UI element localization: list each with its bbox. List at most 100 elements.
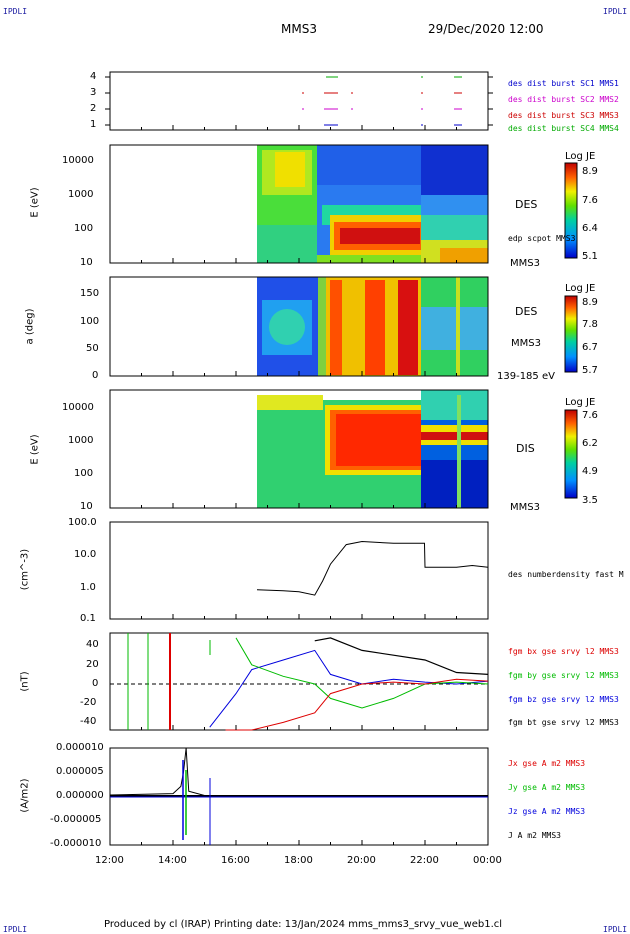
x-tick-label: 20:00 — [347, 855, 376, 866]
density-ytick: 100.0 — [68, 517, 97, 528]
x-tick-label: 14:00 — [158, 855, 187, 866]
bfield-label-by: fgm by gse srvy l2 MMS3 — [508, 671, 619, 680]
dis-energy-ylabel: E (eV) — [29, 434, 41, 465]
corner-label-br: IPDLI — [603, 925, 628, 934]
bfield-ytick: 40 — [86, 639, 99, 650]
dis-energy-cb-tick: 6.2 — [582, 438, 598, 449]
j-series-line — [109, 747, 488, 796]
dis-energy-ytick: 100 — [74, 468, 94, 479]
dis-energy-cb-tick: 3.5 — [582, 495, 598, 506]
dis-energy-ytick: 1000 — [68, 435, 94, 446]
des-pitch-label: DES — [515, 305, 538, 318]
des-pitch-cb-tick: 8.9 — [582, 297, 598, 308]
des-pitch-spectrogram — [257, 277, 488, 376]
density-ytick: 1.0 — [80, 582, 96, 593]
dis-energy-cb-tick: 4.9 — [582, 466, 598, 477]
des-pitch-ylabel: a (deg) — [24, 308, 36, 345]
dis-energy-ytick: 10000 — [62, 402, 94, 413]
des-pitch-ytick: 100 — [80, 316, 100, 327]
by-series-line — [235, 637, 489, 709]
burst-marks — [302, 76, 462, 126]
burst-label-sc3: des dist burst SC3 MMS3 — [508, 111, 619, 120]
des-energy-cb-title: Log JE — [565, 151, 596, 162]
panel-burst — [105, 71, 493, 131]
corner-label-bl: IPDLI — [3, 925, 28, 934]
bfield-ytick: -20 — [80, 697, 97, 708]
burst-label-sc1: des dist burst SC1 MMS1 — [508, 79, 619, 88]
x-tick-label: 18:00 — [284, 855, 313, 866]
des-energy-label: DES — [515, 198, 538, 211]
bfield-label-bx: fgm bx gse srvy l2 MMS3 — [508, 647, 619, 656]
des-energy-cb-tick: 5.1 — [582, 251, 598, 262]
current-ytick: -0.000005 — [50, 814, 102, 825]
dis-energy-ytick: 10 — [80, 501, 93, 512]
bfield-ylabel: (nT) — [19, 671, 31, 692]
burst-ytick: 4 — [90, 71, 97, 82]
x-tick-label: 16:00 — [221, 855, 250, 866]
dis-energy-spectrogram — [257, 390, 488, 508]
density-frame — [109, 521, 489, 620]
des-energy-cb-tick: 6.4 — [582, 223, 598, 234]
panel-bfield — [109, 632, 489, 731]
density-label: des numberdensity fast M — [508, 570, 624, 579]
des-energy-ytick: 1000 — [68, 189, 94, 200]
corner-label-tr: IPDLI — [603, 7, 628, 16]
des-pitch-cb-tick: 6.7 — [582, 342, 598, 353]
des-energy-cb-tick: 7.6 — [582, 195, 598, 206]
mission-title: MMS3 — [281, 22, 317, 36]
des-pitch-ytick: 50 — [86, 343, 99, 354]
burst-frame — [109, 71, 489, 131]
panel-density — [109, 521, 489, 620]
bfield-ytick: -40 — [80, 716, 97, 727]
current-label-j: J A m2 MMS3 — [508, 831, 561, 840]
current-label-jy: Jy gse A m2 MMS3 — [508, 783, 586, 792]
des-pitch-cb-title: Log JE — [565, 283, 596, 294]
des-energy-label3: MMS3 — [510, 258, 540, 269]
des-energy-ytick: 100 — [74, 223, 94, 234]
dis-energy-cb-tick: 7.6 — [582, 410, 598, 421]
date-title: 29/Dec/2020 12:00 — [428, 22, 544, 36]
bfield-label-bz: fgm bz gse srvy l2 MMS3 — [508, 695, 619, 704]
current-ytick: -0.000010 — [50, 838, 102, 849]
dis-energy-label: DIS — [516, 442, 535, 455]
burst-ytick: 1 — [90, 119, 97, 130]
burst-label-sc4: des dist burst SC4 MMS4 — [508, 124, 619, 133]
bfield-label-bt: fgm bt gse srvy l2 MMS3 — [508, 718, 619, 727]
des-energy-ytick: 10000 — [62, 155, 94, 166]
des-energy-ytick: 10 — [80, 257, 93, 268]
burst-label-sc2: des dist burst SC2 MMS2 — [508, 95, 619, 104]
bt-series-line — [314, 637, 489, 675]
panel-des-pitch — [109, 276, 578, 377]
burst-ytick: 2 — [90, 103, 97, 114]
density-ylabel: (cm^-3) — [19, 548, 31, 591]
footer-credits: Produced by cl (IRAP) Printing date: 13/… — [104, 919, 503, 930]
current-label-jz: Jz gse A m2 MMS3 — [508, 807, 586, 816]
current-ylabel: (A/m2) — [19, 778, 31, 813]
x-axis-ticks — [109, 125, 489, 845]
x-tick-label: 12:00 — [95, 855, 124, 866]
bfield-frame — [109, 632, 489, 731]
des-pitch-cb-tick: 7.8 — [582, 319, 598, 330]
x-tick-label: 00:00 — [473, 855, 502, 866]
des-pitch-ytick: 150 — [80, 288, 100, 299]
corner-label-tl: IPDLI — [3, 7, 28, 16]
dis-energy-colorbar — [564, 409, 578, 499]
des-energy-ylabel: E (eV) — [29, 187, 41, 218]
panel-dis-energy — [109, 389, 578, 509]
bx-series-line — [225, 678, 489, 731]
des-pitch-ytick: 0 — [92, 370, 99, 381]
current-label-jx: Jx gse A m2 MMS3 — [508, 759, 586, 768]
bfield-ytick: 20 — [86, 659, 99, 670]
density-ytick: 0.1 — [80, 613, 96, 624]
des-energy-colorbar — [564, 162, 578, 259]
panel-current — [109, 747, 489, 846]
current-ytick: 0.000000 — [56, 790, 104, 801]
des-pitch-label2: MMS3 — [511, 338, 541, 349]
x-tick-label: 22:00 — [410, 855, 439, 866]
bfield-ytick: 0 — [92, 678, 99, 689]
des-energy-cb-tick: 8.9 — [582, 166, 598, 177]
current-ytick: 0.000005 — [56, 766, 104, 777]
dis-energy-label2: MMS3 — [510, 502, 540, 513]
des-energy-spectrogram — [257, 145, 488, 263]
